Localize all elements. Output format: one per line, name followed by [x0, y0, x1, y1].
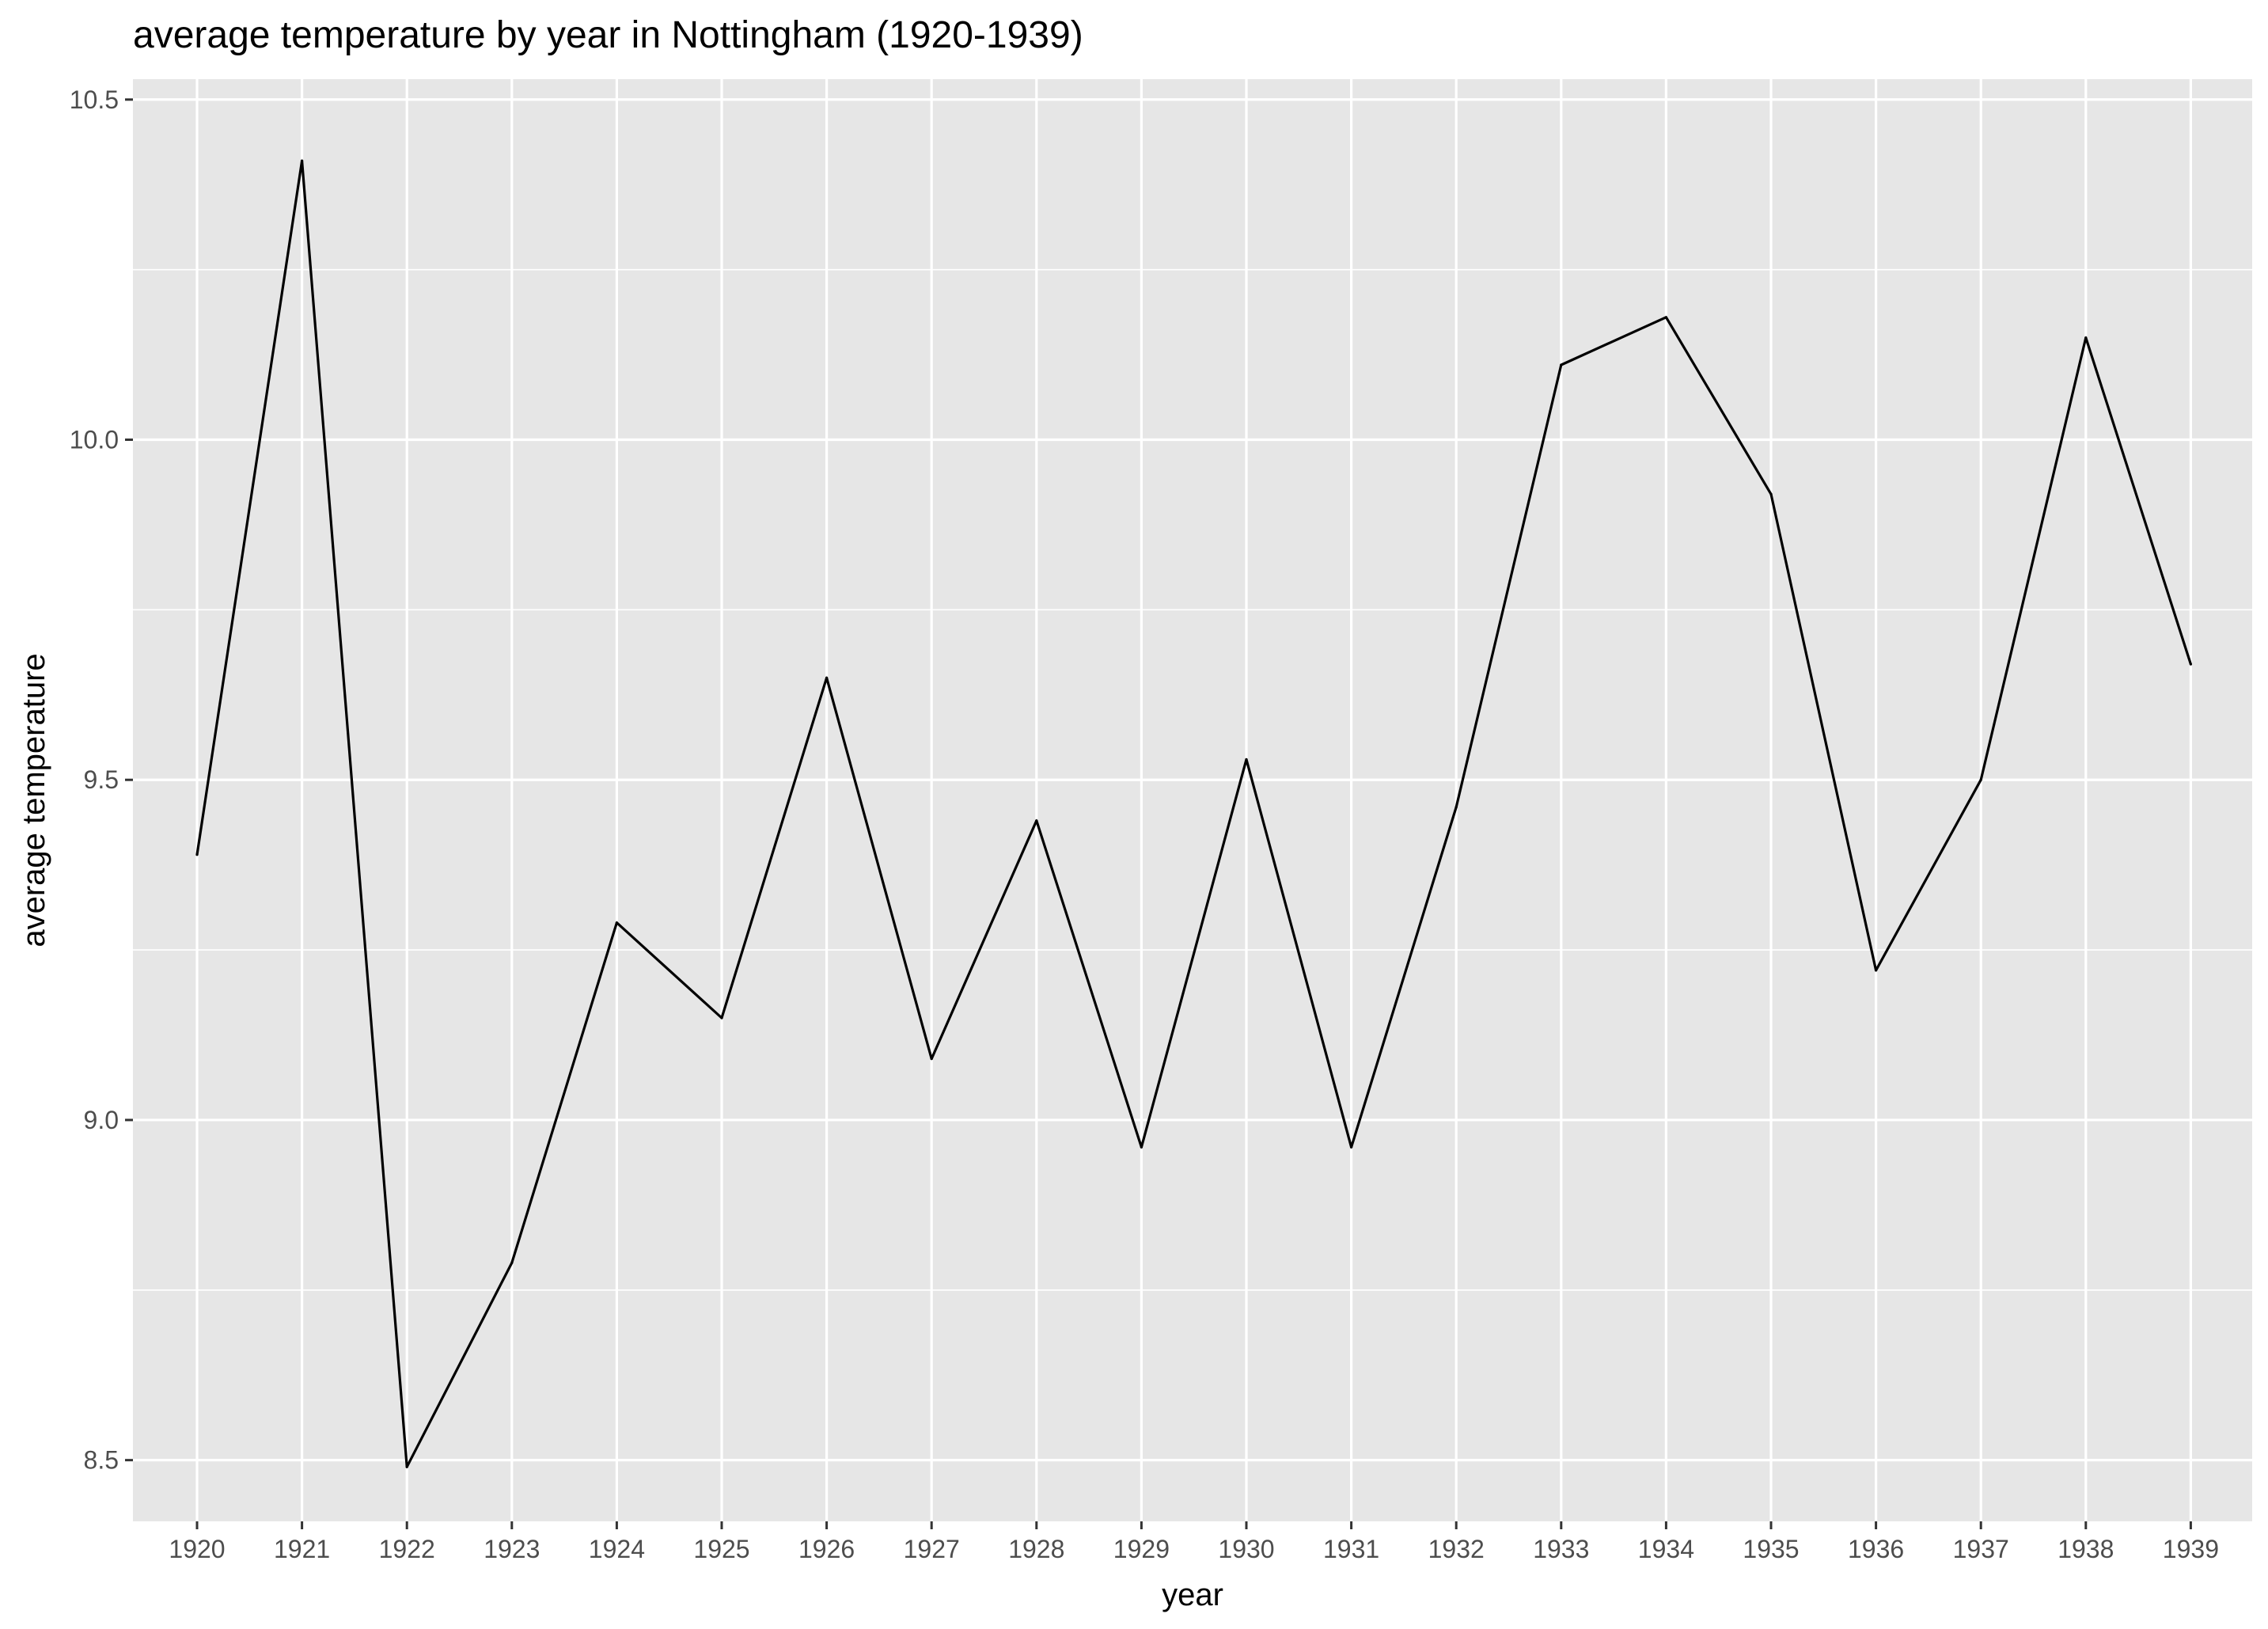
data-point — [405, 1465, 408, 1468]
x-tick-label: 1937 — [1953, 1535, 2009, 1563]
y-tick-label: 8.5 — [84, 1446, 119, 1475]
data-point — [195, 853, 199, 856]
data-point — [825, 676, 829, 679]
x-tick-label: 1938 — [2058, 1535, 2114, 1563]
data-point — [720, 1016, 723, 1020]
x-tick-labels: 1920 1921 1922 1923 1924 1925 1926 1927 1928 1929… — [169, 1535, 2219, 1563]
data-point — [510, 1261, 514, 1265]
x-tick-label: 1921 — [274, 1535, 330, 1563]
data-point — [1769, 492, 1773, 496]
axis-ticks — [125, 98, 2192, 1529]
x-tick-label: 1927 — [904, 1535, 960, 1563]
chart-title: average temperature by year in Nottingha… — [133, 14, 1083, 56]
x-tick-label: 1936 — [1848, 1535, 1904, 1563]
x-tick-label: 1920 — [169, 1535, 225, 1563]
data-points — [195, 159, 2192, 1468]
grid-lines — [133, 79, 2252, 1521]
x-tick-label: 1935 — [1743, 1535, 1799, 1563]
x-tick-label: 1939 — [2163, 1535, 2219, 1563]
x-tick-label: 1925 — [693, 1535, 749, 1563]
x-tick-label: 1922 — [379, 1535, 435, 1563]
plot-panel — [133, 79, 2252, 1521]
data-point — [1560, 363, 1563, 366]
x-tick-label: 1933 — [1533, 1535, 1589, 1563]
x-axis-title: year — [1162, 1578, 1223, 1612]
y-tick-label: 10.5 — [70, 85, 119, 114]
x-tick-label: 1929 — [1113, 1535, 1170, 1563]
x-tick-label: 1931 — [1323, 1535, 1379, 1563]
y-tick-label: 9.5 — [84, 765, 119, 794]
x-tick-label: 1926 — [798, 1535, 855, 1563]
x-tick-label: 1930 — [1218, 1535, 1274, 1563]
data-point — [301, 159, 304, 162]
x-tick-label: 1932 — [1428, 1535, 1485, 1563]
x-tick-label: 1934 — [1638, 1535, 1694, 1563]
data-point — [615, 921, 619, 925]
data-point — [1664, 316, 1667, 319]
data-point — [1350, 1145, 1353, 1149]
data-point — [1875, 969, 1878, 972]
data-point — [1454, 805, 1458, 809]
data-point — [2189, 663, 2192, 666]
x-tick-label: 1923 — [484, 1535, 540, 1563]
data-point — [1035, 819, 1038, 822]
y-tick-label: 9.0 — [84, 1106, 119, 1134]
series-line — [195, 159, 2192, 1468]
y-tick-labels: 8.5 9.0 9.5 10.0 10.5 — [70, 85, 119, 1475]
data-point — [1245, 758, 1248, 761]
data-point — [930, 1057, 933, 1061]
x-tick-label: 1928 — [1008, 1535, 1064, 1563]
data-point — [1140, 1145, 1143, 1149]
data-point — [1979, 778, 1982, 781]
y-axis-title: average temperature — [17, 653, 51, 947]
x-tick-label: 1924 — [589, 1535, 645, 1563]
y-tick-label: 10.0 — [70, 426, 119, 454]
data-point — [2084, 336, 2088, 340]
